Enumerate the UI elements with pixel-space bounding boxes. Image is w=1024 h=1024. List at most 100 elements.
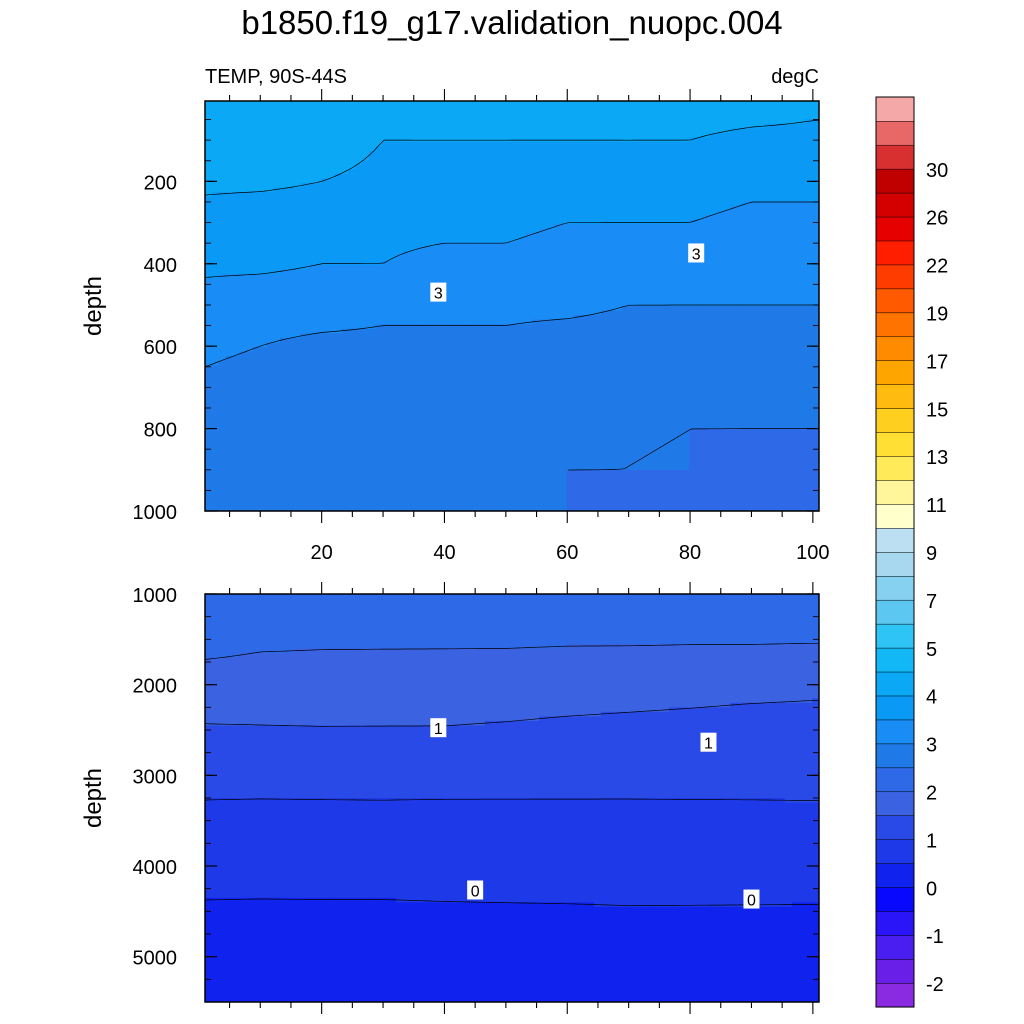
upper-fill-cell [539,224,547,230]
upper-fill-cell [252,205,261,212]
upper-fill-cell [225,296,233,303]
upper-fill-cell [587,292,595,298]
upper-fill-cell [477,101,486,107]
upper-fill-cell [266,119,274,125]
upper-fill-cell [259,260,268,266]
upper-fill-cell [389,342,397,348]
upper-fill-cell [239,246,247,253]
upper-fill-cell [355,224,363,230]
upper-fill-cell [402,160,411,166]
upper-fill-cell [512,114,520,120]
upper-fill-cell [430,128,438,134]
upper-fill-cell [464,105,472,111]
upper-fill-cell [750,306,759,312]
upper-fill-cell [389,214,397,221]
upper-fill-cell [307,155,315,161]
upper-fill-cell [471,347,479,353]
upper-fill-cell [389,210,397,216]
upper-fill-cell [334,142,343,148]
upper-fill-cell [737,246,745,253]
upper-fill-cell [450,246,459,253]
upper-fill-cell [205,105,213,111]
upper-fill-cell [443,146,452,152]
upper-fill-cell [634,142,643,148]
upper-fill-cell [307,183,315,189]
upper-fill-cell [259,242,268,248]
upper-fill-cell [218,183,227,189]
upper-fill-cell [580,187,588,193]
upper-fill-cell [239,296,247,303]
upper-fill-cell [696,210,704,216]
upper-fill-cell [805,228,813,234]
upper-fill-cell [764,269,772,275]
upper-fill-cell [539,205,547,212]
upper-fill-cell [389,351,397,357]
upper-fill-cell [396,178,404,184]
upper-fill-cell [252,155,261,161]
upper-fill-cell [348,169,356,175]
upper-fill-cell [457,315,465,321]
upper-fill-cell [730,210,738,216]
upper-fill-cell [518,151,527,157]
upper-fill-cell [709,328,718,335]
upper-fill-cell [416,110,425,116]
upper-fill-cell [450,269,459,275]
upper-fill-cell [348,306,356,312]
upper-fill-cell [259,210,268,216]
upper-fill-cell [375,201,384,207]
upper-fill-cell [703,123,711,130]
upper-fill-cell [798,237,807,243]
upper-fill-cell [750,151,759,157]
upper-fill-cell [225,242,233,248]
upper-fill-cell [546,214,554,221]
upper-fill-cell [259,105,268,111]
upper-fill-cell [716,132,725,139]
upper-fill-cell [491,251,500,257]
upper-fill-cell [430,274,438,280]
upper-fill-cell [743,146,752,152]
upper-fill-cell [614,187,622,193]
upper-fill-cell [436,242,445,248]
upper-fill-cell [259,169,268,175]
upper-fill-cell [648,246,656,253]
upper-fill-cell [525,228,534,234]
upper-fill-cell [512,255,520,262]
upper-fill-cell [512,210,520,216]
upper-fill-cell [525,233,534,239]
upper-fill-cell [662,228,670,234]
upper-fill-cell [430,237,438,243]
upper-fill-cell [552,210,561,216]
upper-fill-cell [436,224,445,230]
upper-fill-cell [566,192,575,198]
upper-fill-cell [668,224,677,230]
upper-fill-cell [252,114,261,120]
upper-fill-cell [368,192,377,198]
upper-fill-cell [539,169,547,175]
upper-fill-cell [436,142,445,148]
upper-fill-cell [682,342,691,348]
upper-fill-cell [327,237,336,243]
upper-fill-cell [436,187,445,193]
upper-fill-cell [389,246,397,253]
upper-fill-cell [361,310,370,316]
upper-fill-cell [764,306,772,312]
upper-fill-cell [641,187,650,193]
upper-fill-cell [566,178,575,184]
upper-fill-cell [709,119,718,125]
upper-fill-cell [764,315,772,321]
upper-fill-cell [239,128,247,134]
upper-fill-cell [743,333,752,339]
upper-fill-cell [805,342,813,348]
upper-fill-cell [396,123,404,130]
upper-fill-cell [368,224,377,230]
upper-fill-cell [805,119,813,125]
upper-fill-cell [273,196,281,202]
upper-fill-cell [600,260,609,266]
upper-fill-cell [245,224,254,230]
upper-fill-cell [791,265,800,271]
upper-fill-cell [218,123,227,130]
upper-fill-cell [627,328,636,335]
upper-fill-cell [334,306,343,312]
upper-fill-cell [341,255,349,262]
upper-fill-cell [245,310,254,316]
